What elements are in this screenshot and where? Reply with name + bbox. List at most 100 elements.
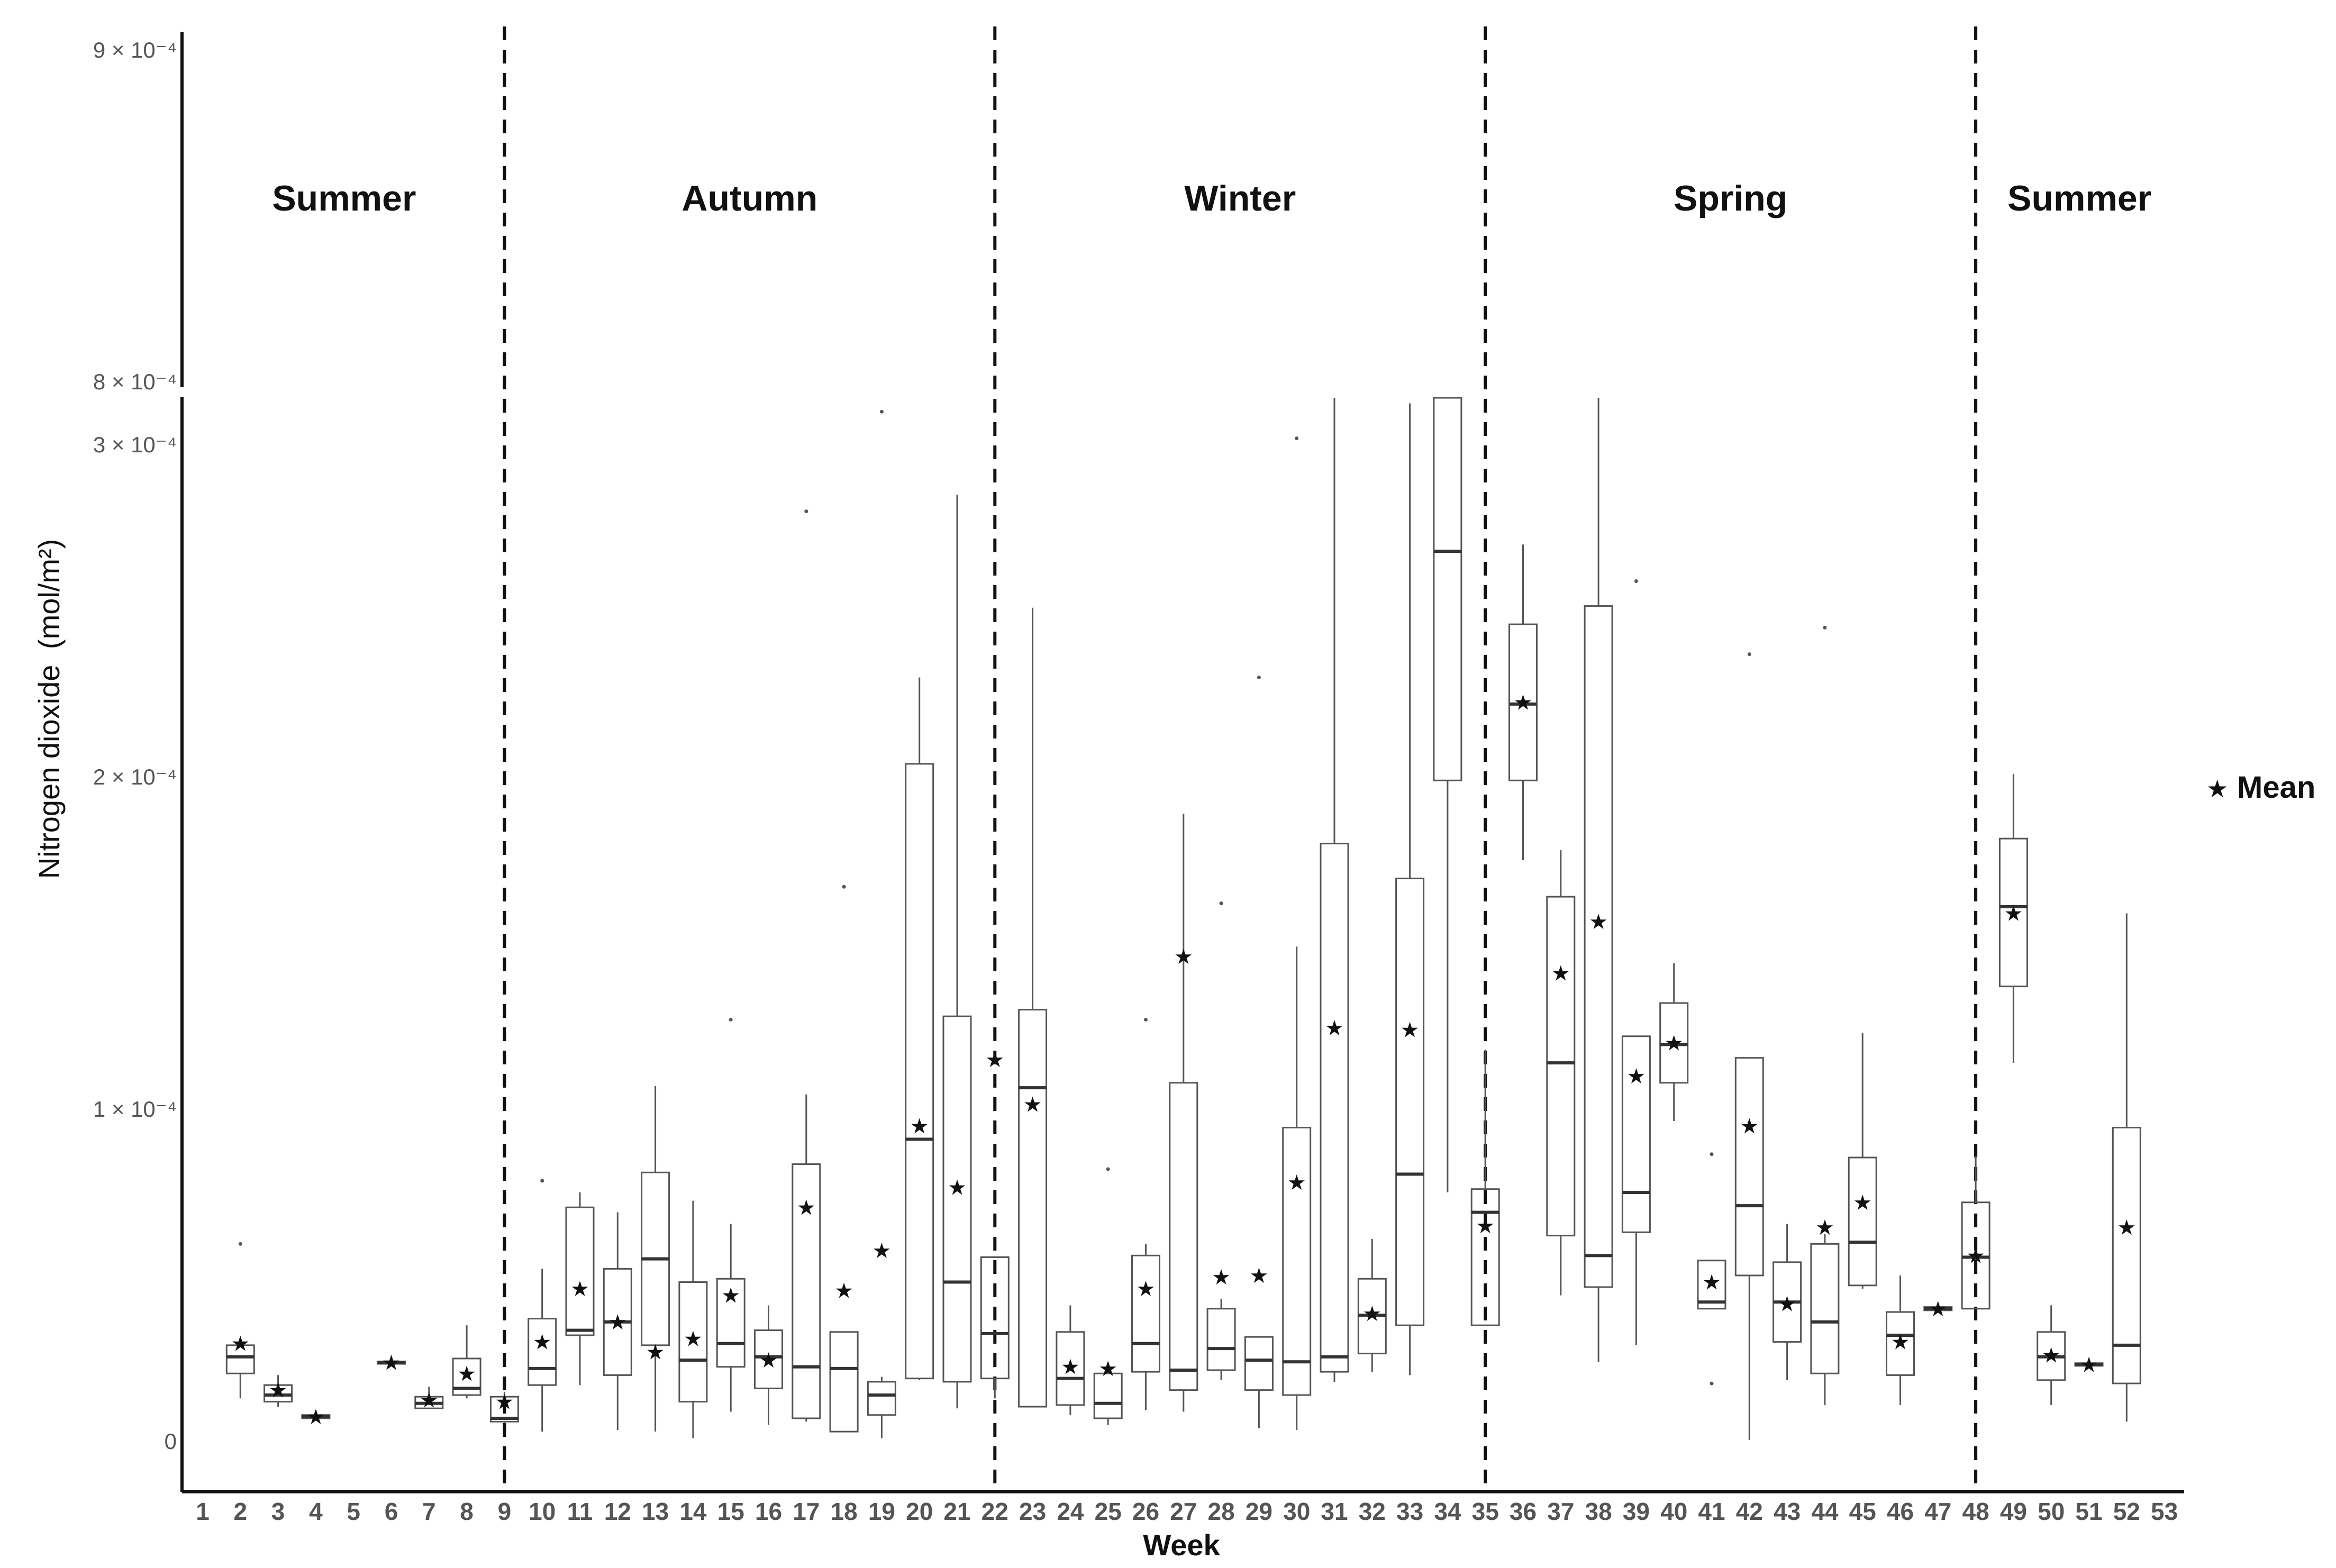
season-label-0: Summer [272,178,416,218]
box-week-42: ★ [1734,652,1764,1440]
x-tick-label: 3 [271,1498,285,1525]
box-iqr [829,1331,859,1433]
x-tick-label: 28 [1208,1498,1235,1525]
box-week-45: ★ [1848,1033,1877,1289]
y-axis-title: Nitrogen dioxide (mol/m²) [32,539,66,879]
box-week-8: ★ [452,1325,481,1399]
box-iqr [1810,1243,1840,1374]
box-week-37: ★ [1546,850,1576,1296]
x-tick-label: 44 [1811,1498,1839,1525]
mean-star: ★ [306,1406,325,1429]
box-week-22: ★ [980,1049,1010,1399]
y-tick-label: 3 × 10⁻⁴ [93,432,177,457]
mean-star: ★ [1929,1298,1948,1321]
box-iqr [1169,1082,1198,1391]
mean-star: ★ [1815,1216,1834,1239]
y-tick-label: 1 × 10⁻⁴ [93,1097,177,1122]
x-tick-label: 9 [498,1498,512,1525]
box-week-47: ★ [1923,1298,1953,1321]
x-tick-label: 35 [1472,1498,1499,1525]
mean-star: ★ [721,1284,740,1308]
x-tick-label: 40 [1660,1498,1687,1525]
outlier-point [1823,625,1827,630]
box-week-39: ★ [1621,579,1651,1345]
box-week-40: ★ [1659,963,1689,1121]
box-iqr [489,1396,519,1423]
box-week-19: ★ [867,409,896,1438]
mean-star: ★ [1966,1244,1985,1268]
season-label-2: Winter [1184,178,1296,218]
box-iqr [980,1256,1010,1380]
mean-star: ★ [1853,1191,1872,1215]
x-tick-label: 25 [1095,1498,1122,1525]
box-iqr [792,1163,821,1419]
x-tick-label: 14 [679,1498,707,1525]
mean-star: ★ [1589,910,1608,934]
y-axis-ticks: 0 1 × 10⁻⁴ 2 × 10⁻⁴ 3 × 10⁻⁴ 8 × 10⁻⁴ 9 × 10⁻… [93,38,177,1454]
x-tick-label: 18 [831,1498,858,1525]
mean-star: ★ [1665,1032,1684,1055]
box-iqr [1056,1331,1085,1406]
outlier-point [1710,1152,1714,1156]
box-week-16: ★ [754,1305,783,1425]
box-iqr [1093,1372,1123,1419]
season-labels: Summer Autumn Winter Spring Summer [272,178,2151,218]
x-tick-label: 38 [1585,1498,1612,1525]
box-iqr [754,1329,783,1390]
mean-star: ★ [834,1279,853,1302]
x-tick-label: 30 [1283,1498,1310,1525]
mean-star: ★ [2042,1344,2061,1368]
box-iqr [565,1206,595,1336]
box-iqr [1659,1002,1689,1084]
mean-star: ★ [646,1341,665,1364]
box-week-6: ★ [377,1352,406,1375]
outlier-point [1257,676,1261,680]
mean-star: ★ [570,1278,589,1301]
x-tick-label: 6 [385,1498,398,1525]
x-tick-label: 4 [309,1498,323,1525]
box-iqr [452,1357,481,1396]
mean-star: ★ [1626,1065,1646,1088]
mean-star: ★ [2004,902,2023,925]
box-week-29: ★ [1244,676,1274,1428]
outlier-point [1747,652,1751,657]
x-tick-label: 15 [717,1498,744,1525]
box-week-48: ★ [1961,1155,1990,1310]
box-iqr [1546,896,1576,1237]
box-iqr [263,1384,293,1403]
x-tick-label: 47 [1924,1498,1951,1525]
box-iqr [1998,837,2028,988]
box-iqr [678,1281,708,1403]
x-tick-label: 2 [234,1498,248,1525]
season-label-3: Spring [1674,178,1787,218]
boxplots: ★ ★ ★ ★ ★ ★ ★ ★ ★ ★ ★ ★ ★ ★ ★ ★ ★ ★ ★ ★ ★ ★ ★ ★ ★ ★ ★ ★ ★ ★ ★ ★ ★ ★ ★ ★ ★ ★ ★ ★… [225,397,2141,1440]
x-tick-label: 32 [1359,1498,1386,1525]
box-week-12: ★ [603,1212,632,1430]
x-axis-title: Week [1143,1528,1220,1562]
outlier-point [804,509,808,514]
mean-star: ★ [1514,691,1533,715]
box-week-50: ★ [2037,1305,2066,1405]
mean-star: ★ [608,1311,627,1334]
x-tick-label: 36 [1510,1498,1537,1525]
mean-star: ★ [1249,1264,1268,1288]
outlier-point [1634,579,1638,583]
x-tick-label: 27 [1170,1498,1197,1525]
outlier-point [842,885,846,889]
box-week-21: ★ [942,495,972,1409]
box-iqr [905,763,934,1380]
mean-star: ★ [1362,1302,1381,1326]
outlier-point [1710,1381,1714,1385]
x-tick-label: 19 [868,1498,895,1525]
x-tick-label: 37 [1547,1498,1574,1525]
box-week-15: ★ [716,1017,746,1412]
outlier-point [540,1179,544,1183]
box-iqr [1470,1188,1500,1326]
mean-star: ★ [382,1352,401,1375]
box-week-14: ★ [678,1200,708,1438]
outlier-point [238,1242,242,1246]
x-tick-label: 51 [2075,1498,2102,1525]
box-week-41: ★ [1697,1152,1726,1385]
x-tick-label: 7 [422,1498,436,1525]
mean-star: ★ [1098,1357,1117,1381]
